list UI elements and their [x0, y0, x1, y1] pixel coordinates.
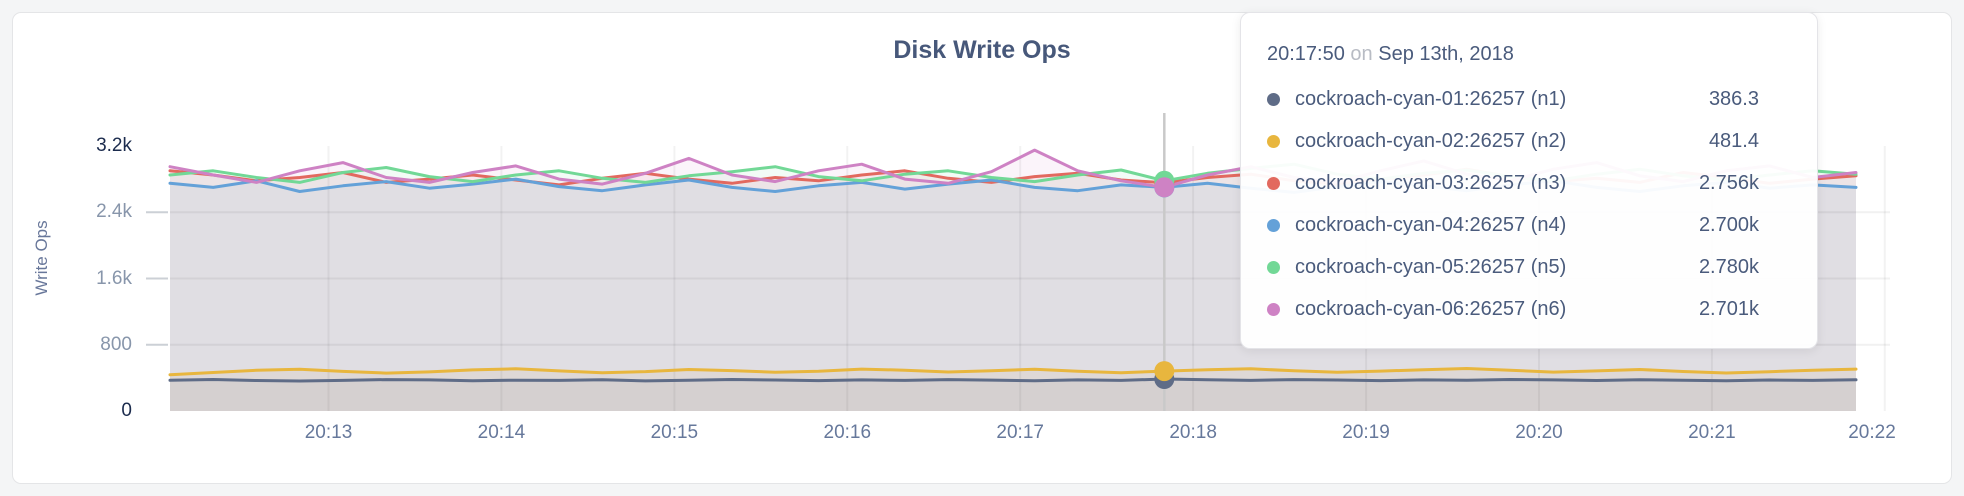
series-line-2 [168, 367, 1858, 377]
y-tick-label: 1.6k [96, 267, 132, 289]
series-name: cockroach-cyan-03:26257 (n3) [1295, 171, 1567, 194]
hover-dot-6 [1154, 177, 1175, 198]
x-tick-label: 20:16 [823, 422, 872, 443]
y-tick-label: 800 [100, 333, 132, 355]
series-name: cockroach-cyan-06:26257 (n6) [1295, 297, 1567, 320]
series-color-dot-icon [1267, 260, 1280, 274]
series-name: cockroach-cyan-01:26257 (n1) [1295, 87, 1567, 110]
series-name: cockroach-cyan-02:26257 (n2) [1295, 129, 1567, 152]
tooltip-time: 20:17:50 [1267, 43, 1345, 65]
hover-dot-2 [1154, 361, 1175, 382]
series-value: 481.4 [1708, 129, 1759, 152]
x-tick-label: 20:17 [996, 422, 1044, 443]
series-value: 2.756k [1698, 171, 1759, 194]
series-value: 2.700k [1698, 213, 1759, 236]
chart-title: Disk Write Ops [893, 36, 1071, 64]
tooltip-series-row: cockroach-cyan-05:26257 (n5) 2.780k [1267, 246, 1759, 288]
y-tick-label: 2.4k [96, 201, 132, 223]
tooltip-header: 20:17:50 on Sep 13th, 2018 [1267, 43, 1759, 66]
tooltip-on-word: on [1350, 43, 1373, 65]
y-tick-label: 0 [121, 400, 132, 421]
series-value: 386.3 [1708, 87, 1759, 110]
series-area-1 [170, 379, 1856, 411]
x-tick-label: 20:19 [1342, 422, 1390, 443]
series-value: 2.701k [1698, 297, 1759, 320]
x-tick-label: 20:18 [1169, 422, 1217, 443]
tooltip-series-row: cockroach-cyan-03:26257 (n3) 2.756k [1267, 162, 1759, 204]
x-tick-label: 20:21 [1688, 422, 1736, 443]
hover-tooltip: 20:17:50 on Sep 13th, 2018 cockroach-cya… [1240, 12, 1818, 349]
tooltip-series-row: cockroach-cyan-01:26257 (n1) 386.3 [1267, 78, 1759, 120]
series-name: cockroach-cyan-05:26257 (n5) [1295, 255, 1567, 278]
tooltip-series-row: cockroach-cyan-06:26257 (n6) 2.701k [1267, 288, 1759, 330]
tooltip-series-list: cockroach-cyan-01:26257 (n1) 386.3 cockroa… [1267, 78, 1759, 330]
series-color-dot-icon [1267, 176, 1280, 190]
series-color-dot-icon [1267, 302, 1280, 316]
x-tick-label: 20:22 [1848, 422, 1896, 443]
series-name: cockroach-cyan-04:26257 (n4) [1295, 213, 1567, 236]
x-tick-label: 20:13 [304, 422, 353, 443]
x-tick-label: 20:15 [650, 422, 699, 443]
y-tick-label: 3.2k [96, 135, 132, 156]
series-line-1 [168, 377, 1858, 383]
tooltip-series-row: cockroach-cyan-02:26257 (n2) 481.4 [1267, 120, 1759, 162]
tooltip-series-row: cockroach-cyan-04:26257 (n4) 2.700k [1267, 204, 1759, 246]
x-tick-label: 20:14 [477, 422, 526, 443]
tooltip-date: Sep 13th, 2018 [1378, 43, 1514, 65]
series-value: 2.780k [1698, 255, 1759, 278]
series-color-dot-icon [1267, 218, 1280, 232]
series-color-dot-icon [1267, 92, 1280, 106]
x-tick-label: 20:20 [1515, 422, 1563, 443]
series-color-dot-icon [1267, 134, 1280, 148]
